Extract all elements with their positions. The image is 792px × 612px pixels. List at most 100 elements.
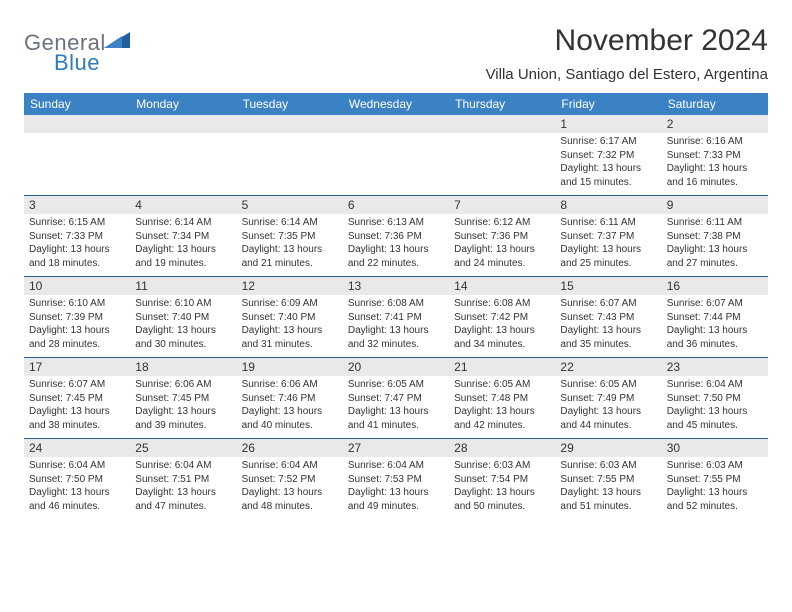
day-cell	[449, 115, 555, 195]
info-line: Sunset: 7:52 PM	[242, 473, 338, 487]
info-line: Sunrise: 6:07 AM	[560, 297, 656, 311]
day-cell: 29Sunrise: 6:03 AMSunset: 7:55 PMDayligh…	[555, 439, 661, 519]
info-line: Daylight: 13 hours	[242, 243, 338, 257]
weeks-container: 1Sunrise: 6:17 AMSunset: 7:32 PMDaylight…	[24, 115, 768, 519]
day-info: Sunrise: 6:08 AMSunset: 7:41 PMDaylight:…	[348, 297, 444, 351]
info-line: Sunset: 7:35 PM	[242, 230, 338, 244]
info-line: Sunrise: 6:11 AM	[667, 216, 763, 230]
day-number: 3	[24, 196, 130, 214]
day-cell: 7 Sunrise: 6:12 AMSunset: 7:36 PMDaylight…	[449, 196, 555, 276]
day-cell: 12Sunrise: 6:09 AMSunset: 7:40 PMDayligh…	[237, 277, 343, 357]
info-line: Sunset: 7:40 PM	[135, 311, 231, 325]
info-line: Sunrise: 6:04 AM	[135, 459, 231, 473]
info-line: Daylight: 13 hours	[560, 324, 656, 338]
day-cell: 30Sunrise: 6:03 AMSunset: 7:55 PMDayligh…	[662, 439, 768, 519]
info-line: Daylight: 13 hours	[29, 486, 125, 500]
week-row: 1Sunrise: 6:17 AMSunset: 7:32 PMDaylight…	[24, 115, 768, 196]
empty-day	[237, 115, 343, 133]
day-info: Sunrise: 6:12 AMSunset: 7:36 PMDaylight:…	[454, 216, 550, 270]
info-line: Daylight: 13 hours	[135, 405, 231, 419]
info-line: Daylight: 13 hours	[348, 486, 444, 500]
logo: General Blue	[24, 24, 130, 82]
info-line: Sunset: 7:42 PM	[454, 311, 550, 325]
day-header-row: Sunday Monday Tuesday Wednesday Thursday…	[24, 93, 768, 115]
day-cell: 23Sunrise: 6:04 AMSunset: 7:50 PMDayligh…	[662, 358, 768, 438]
info-line: Daylight: 13 hours	[454, 243, 550, 257]
day-cell: 2Sunrise: 6:16 AMSunset: 7:33 PMDaylight…	[662, 115, 768, 195]
calendar-grid: Sunday Monday Tuesday Wednesday Thursday…	[24, 93, 768, 519]
info-line: Daylight: 13 hours	[667, 405, 763, 419]
info-line: Sunrise: 6:05 AM	[560, 378, 656, 392]
info-line: Sunrise: 6:10 AM	[29, 297, 125, 311]
day-cell	[24, 115, 130, 195]
day-number: 15	[555, 277, 661, 295]
info-line: Sunrise: 6:14 AM	[242, 216, 338, 230]
day-number: 9	[662, 196, 768, 214]
day-number: 6	[343, 196, 449, 214]
day-header-sat: Saturday	[662, 93, 768, 115]
info-line: and 41 minutes.	[348, 419, 444, 433]
day-cell: 6 Sunrise: 6:13 AMSunset: 7:36 PMDaylight…	[343, 196, 449, 276]
info-line: Sunset: 7:34 PM	[135, 230, 231, 244]
day-cell: 9 Sunrise: 6:11 AMSunset: 7:38 PMDaylight…	[662, 196, 768, 276]
day-cell: 14 Sunrise: 6:08 AMSunset: 7:42 PMDayligh…	[449, 277, 555, 357]
empty-day	[130, 115, 236, 133]
info-line: and 18 minutes.	[29, 257, 125, 271]
day-info: Sunrise: 6:04 AMSunset: 7:51 PMDaylight:…	[135, 459, 231, 513]
info-line: Sunset: 7:53 PM	[348, 473, 444, 487]
day-info: Sunrise: 6:06 AMSunset: 7:45 PMDaylight:…	[135, 378, 231, 432]
info-line: Sunset: 7:47 PM	[348, 392, 444, 406]
info-line: Sunset: 7:46 PM	[242, 392, 338, 406]
info-line: and 21 minutes.	[242, 257, 338, 271]
logo-triangle-icon	[104, 30, 130, 50]
info-line: and 50 minutes.	[454, 500, 550, 514]
info-line: Sunrise: 6:09 AM	[242, 297, 338, 311]
info-line: Sunset: 7:43 PM	[560, 311, 656, 325]
day-info: Sunrise: 6:04 AMSunset: 7:50 PMDaylight:…	[29, 459, 125, 513]
day-number: 5	[237, 196, 343, 214]
day-info: Sunrise: 6:08 AMSunset: 7:42 PMDaylight:…	[454, 297, 550, 351]
title-block: November 2024 Villa Union, Santiago del …	[486, 24, 768, 89]
day-cell: 11Sunrise: 6:10 AMSunset: 7:40 PMDayligh…	[130, 277, 236, 357]
day-info: Sunrise: 6:11 AMSunset: 7:38 PMDaylight:…	[667, 216, 763, 270]
info-line: and 22 minutes.	[348, 257, 444, 271]
info-line: Sunset: 7:36 PM	[348, 230, 444, 244]
info-line: Sunrise: 6:03 AM	[454, 459, 550, 473]
info-line: Daylight: 13 hours	[135, 324, 231, 338]
info-line: Daylight: 13 hours	[560, 162, 656, 176]
info-line: Sunrise: 6:04 AM	[242, 459, 338, 473]
info-line: and 32 minutes.	[348, 338, 444, 352]
info-line: Sunrise: 6:06 AM	[242, 378, 338, 392]
day-cell: 25Sunrise: 6:04 AMSunset: 7:51 PMDayligh…	[130, 439, 236, 519]
info-line: Daylight: 13 hours	[242, 486, 338, 500]
day-cell	[343, 115, 449, 195]
info-line: and 42 minutes.	[454, 419, 550, 433]
info-line: Daylight: 13 hours	[454, 405, 550, 419]
day-info: Sunrise: 6:13 AMSunset: 7:36 PMDaylight:…	[348, 216, 444, 270]
day-cell: 26Sunrise: 6:04 AMSunset: 7:52 PMDayligh…	[237, 439, 343, 519]
header: General Blue November 2024 Villa Union, …	[24, 24, 768, 89]
info-line: Sunset: 7:37 PM	[560, 230, 656, 244]
info-line: Sunrise: 6:15 AM	[29, 216, 125, 230]
info-line: Sunrise: 6:11 AM	[560, 216, 656, 230]
info-line: Sunset: 7:44 PM	[667, 311, 763, 325]
empty-day	[449, 115, 555, 133]
info-line: Daylight: 13 hours	[135, 486, 231, 500]
day-number: 27	[343, 439, 449, 457]
info-line: Daylight: 13 hours	[348, 405, 444, 419]
info-line: Sunrise: 6:07 AM	[29, 378, 125, 392]
info-line: Daylight: 13 hours	[560, 243, 656, 257]
day-number: 16	[662, 277, 768, 295]
day-number: 7	[449, 196, 555, 214]
day-cell: 20Sunrise: 6:05 AMSunset: 7:47 PMDayligh…	[343, 358, 449, 438]
info-line: Sunrise: 6:06 AM	[135, 378, 231, 392]
info-line: Daylight: 13 hours	[667, 324, 763, 338]
day-cell: 4Sunrise: 6:14 AMSunset: 7:34 PMDaylight…	[130, 196, 236, 276]
day-info: Sunrise: 6:09 AMSunset: 7:40 PMDaylight:…	[242, 297, 338, 351]
day-cell: 28Sunrise: 6:03 AMSunset: 7:54 PMDayligh…	[449, 439, 555, 519]
day-number: 14	[449, 277, 555, 295]
info-line: Sunset: 7:41 PM	[348, 311, 444, 325]
info-line: Daylight: 13 hours	[454, 324, 550, 338]
info-line: Sunset: 7:55 PM	[560, 473, 656, 487]
info-line: Daylight: 13 hours	[454, 486, 550, 500]
